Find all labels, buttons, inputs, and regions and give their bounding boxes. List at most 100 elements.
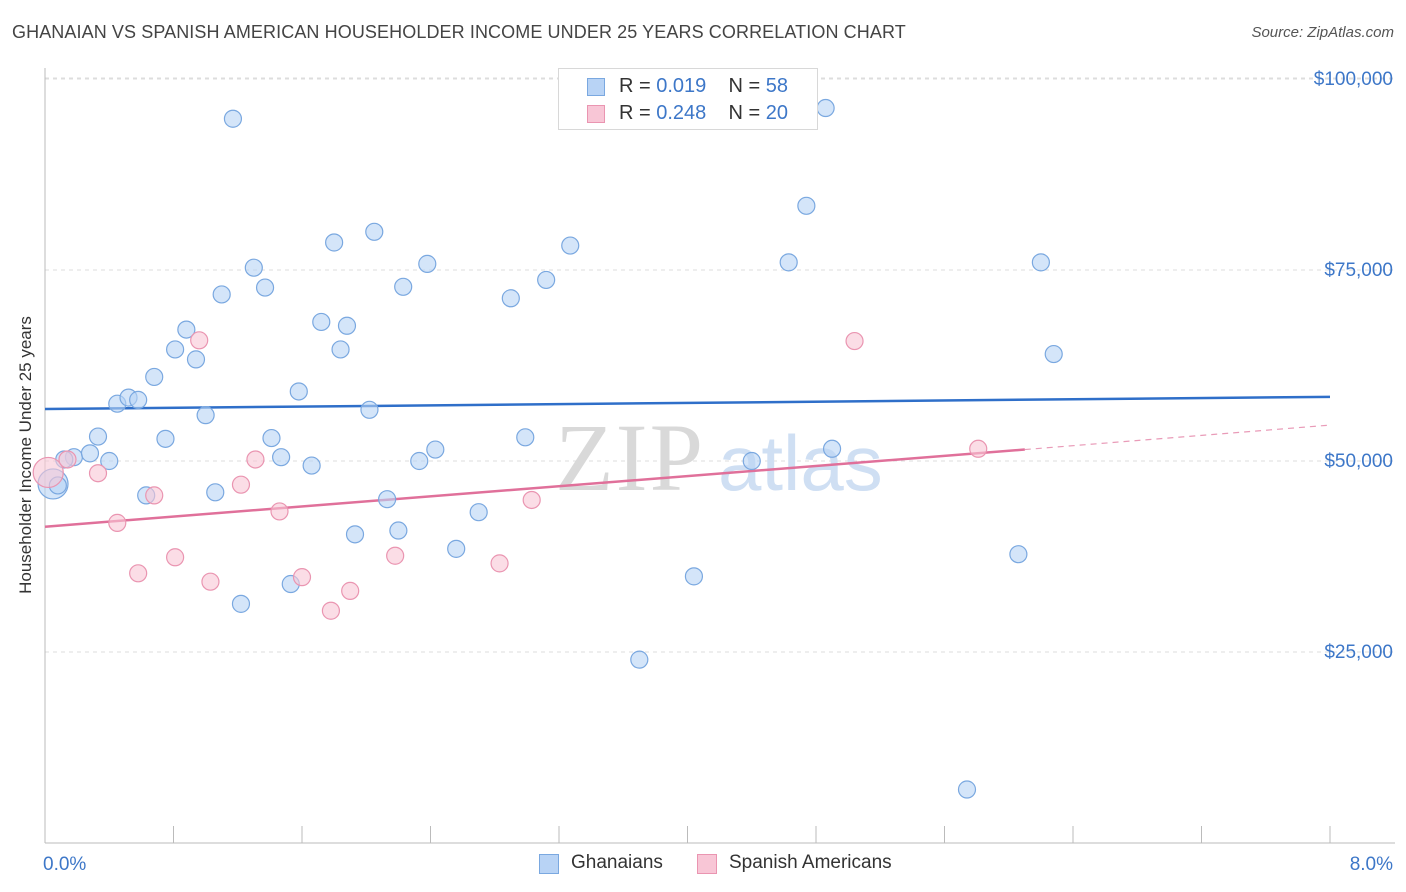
legend-swatch-spanish-americans <box>587 105 605 123</box>
ghanaian-point-49 <box>797 196 816 215</box>
ghanaian-point-29 <box>337 316 357 335</box>
spanish-point-8 <box>201 572 220 591</box>
y-tick-label-50000: $50,000 <box>1324 451 1393 472</box>
ghanaian-point-44 <box>561 236 580 255</box>
ghanaian-point-20 <box>255 278 275 297</box>
ghanaian-point-53 <box>1009 545 1028 564</box>
spanish-point-7 <box>190 331 209 350</box>
spanish-point-10 <box>246 450 265 469</box>
y-tick-label-75000: $75,000 <box>1324 260 1393 281</box>
ghanaian-point-43 <box>537 270 556 290</box>
ghanaian-point-41 <box>501 289 520 308</box>
legend-n-label: N = <box>728 102 761 124</box>
legend-r-value: 0.248 <box>656 102 707 124</box>
spanish-point-1 <box>58 450 77 469</box>
spanish-point-12 <box>292 568 312 587</box>
ghanaian-point-38 <box>426 440 445 459</box>
ghanaian-point-13 <box>186 350 206 369</box>
ghanaian-point-55 <box>1044 344 1063 364</box>
spanish-trend-extension <box>1024 424 1331 451</box>
ghanaian-point-45 <box>630 650 649 669</box>
spanish-point-18 <box>845 331 864 351</box>
spanish-point-15 <box>386 546 405 565</box>
spanish-point-6 <box>166 548 185 567</box>
spanish-point-13 <box>321 601 341 620</box>
bottom-legend-label-spanish-americans: Spanish Americans <box>729 852 892 873</box>
ghanaian-trend-line <box>44 395 1331 411</box>
spanish-point-4 <box>129 564 148 583</box>
ghanaian-point-39 <box>447 539 466 558</box>
spanish-point-17 <box>522 490 541 510</box>
ghanaian-point-7 <box>129 390 148 409</box>
ghanaian-point-14 <box>196 406 215 425</box>
ghanaian-point-51 <box>822 439 842 458</box>
legend-r-label: R = <box>619 75 651 97</box>
ghanaian-point-24 <box>289 382 308 401</box>
watermark-zip: ZIP <box>555 404 705 511</box>
points-layer <box>32 98 1063 799</box>
spanish-point-0 <box>32 456 64 489</box>
ghanaian-point-31 <box>360 400 379 419</box>
ghanaian-point-36 <box>410 451 429 471</box>
ghanaian-point-21 <box>262 428 281 448</box>
grid-layer <box>45 77 1395 653</box>
ghanaian-point-32 <box>365 222 384 241</box>
ghanaian-point-34 <box>389 521 408 540</box>
ghanaian-point-18 <box>231 594 251 613</box>
ghanaian-point-9 <box>145 367 164 387</box>
legend-r-label: R = <box>619 102 651 124</box>
ghanaian-point-11 <box>166 340 185 359</box>
ghanaian-point-4 <box>100 451 119 471</box>
spanish-point-5 <box>145 486 164 505</box>
ghanaian-point-10 <box>156 429 175 448</box>
y-tick-label-100000: $100,000 <box>1314 69 1393 90</box>
ghanaian-point-16 <box>212 285 231 304</box>
ghanaian-point-35 <box>394 277 413 296</box>
bottom-legend-swatch-spanish-americans <box>697 854 717 874</box>
y-tick-label-25000: $25,000 <box>1324 642 1393 663</box>
ghanaian-point-47 <box>742 451 761 471</box>
y-axis-label: Householder Income Under 25 years <box>16 316 35 594</box>
legend-swatch-ghanaians <box>587 78 605 96</box>
spanish-point-11 <box>270 502 289 521</box>
ghanaian-point-12 <box>177 320 196 339</box>
ghanaian-point-30 <box>345 525 365 544</box>
ghanaian-point-15 <box>206 483 225 502</box>
ghanaian-point-28 <box>331 340 350 359</box>
chart-title: GHANAIAN VS SPANISH AMERICAN HOUSEHOLDER… <box>12 22 906 42</box>
ghanaian-point-40 <box>469 503 488 522</box>
tick-label-layer: $25,000 $50,000 $75,000 $100,000 0.0% 8.0% <box>43 69 1393 875</box>
source-label: Source: ZipAtlas.com <box>1251 24 1394 41</box>
ghanaian-point-19 <box>244 258 263 277</box>
legend-n-value: 20 <box>765 102 789 124</box>
spanish-point-3 <box>108 513 127 532</box>
bottom-legend-label-ghanaians: Ghanaians <box>571 852 663 873</box>
ghanaian-point-27 <box>325 233 344 252</box>
spanish-point-2 <box>88 464 108 483</box>
spanish-point-16 <box>490 554 509 573</box>
ghanaian-point-42 <box>516 428 535 447</box>
legend-r-value: 0.019 <box>656 75 707 97</box>
trend-layer <box>44 395 1331 528</box>
legend-n-value: 58 <box>765 75 789 97</box>
bottom-legend-swatch-ghanaians <box>539 854 559 874</box>
ghanaian-point-25 <box>302 456 321 475</box>
spanish-point-14 <box>341 581 360 600</box>
ghanaian-point-50 <box>816 98 835 118</box>
ghanaian-point-48 <box>779 253 798 272</box>
correlation-legend: R = 0.019 N = 58 R = 0.248 N = 20 <box>558 68 818 130</box>
legend-n-label: N = <box>728 75 761 97</box>
ghanaian-point-52 <box>957 780 977 799</box>
ghanaian-point-17 <box>223 109 243 128</box>
ghanaian-point-46 <box>684 567 704 586</box>
ghanaian-point-33 <box>378 490 397 509</box>
ghanaian-point-26 <box>312 312 331 332</box>
spanish-point-19 <box>969 439 988 458</box>
spanish-point-9 <box>231 475 251 494</box>
ghanaian-point-3 <box>88 427 108 446</box>
axis-layer <box>44 68 1395 844</box>
x-tick-label-start: 0.0% <box>43 854 86 875</box>
ghanaian-point-22 <box>272 448 291 467</box>
ghanaian-point-37 <box>418 254 437 273</box>
